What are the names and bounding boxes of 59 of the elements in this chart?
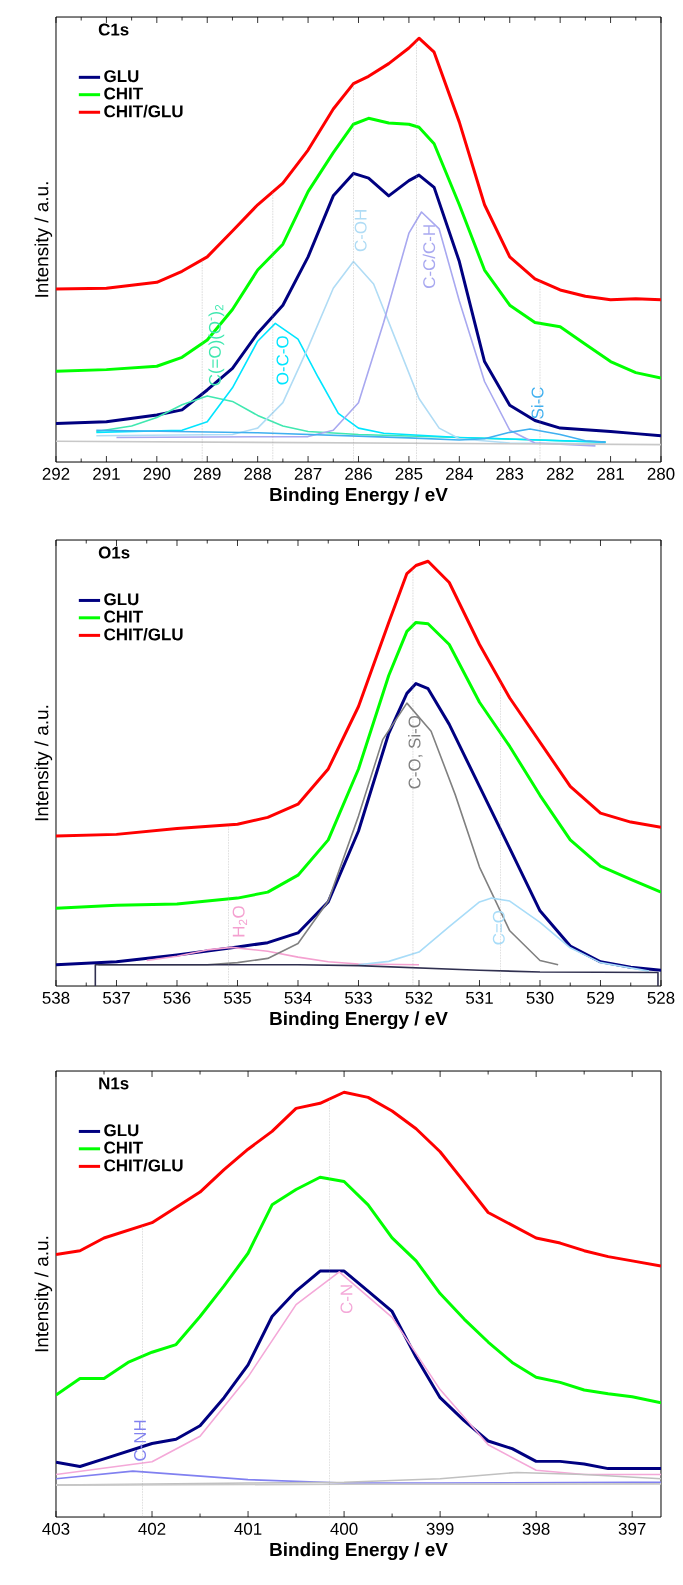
legend-label: GLU — [104, 70, 139, 83]
text: H$_{2}$O — [232, 906, 248, 937]
x-tick-label: 531 — [466, 991, 493, 1004]
x-tick-label: 534 — [284, 991, 312, 1004]
y-axis-title: Intensity / a.u. — [34, 1236, 53, 1352]
legend-label: GLU — [104, 593, 139, 606]
x-tick-label: 288 — [244, 467, 272, 480]
x-tick-label: 286 — [345, 467, 372, 480]
chart-title: N1s — [99, 1077, 129, 1090]
legend-label: CHIT/GLU — [104, 104, 183, 118]
legend-label: CHIT — [104, 610, 143, 623]
x-tick-label: 400 — [330, 1522, 358, 1535]
x-tick-label: 291 — [93, 467, 120, 480]
x-tick-label: 401 — [234, 1522, 262, 1535]
x-tick-label: 285 — [395, 467, 423, 480]
legend-label: GLU — [104, 1124, 139, 1137]
text: C-O, Si-O — [408, 715, 423, 789]
legend-label: CHIT — [104, 1141, 143, 1154]
x-tick-label: 535 — [224, 991, 251, 1004]
x-tick-label: 399 — [426, 1522, 454, 1535]
x-tick-label: 538 — [42, 991, 70, 1004]
x-tick-label: 283 — [496, 467, 524, 480]
x-tick-label: 281 — [597, 467, 624, 480]
x-tick-label: 397 — [618, 1522, 646, 1535]
x-tick-label: 292 — [42, 467, 70, 480]
x-tick-label: 529 — [587, 991, 614, 1004]
x-tick-label: 290 — [143, 467, 171, 480]
x-tick-label: 289 — [193, 467, 221, 480]
text: C=O — [492, 910, 505, 945]
chart-title: O1s — [98, 546, 130, 559]
legend-label: CHIT/GLU — [104, 1158, 183, 1172]
x-axis-title: Binding Energy / eV — [270, 1542, 448, 1561]
x-tick-label: 398 — [522, 1522, 550, 1535]
y-axis-title: Intensity / a.u. — [34, 182, 53, 297]
y-axis-title: Intensity / a.u. — [34, 705, 53, 821]
legend-label: CHIT/GLU — [104, 627, 183, 641]
x-tick-label: 530 — [526, 991, 554, 1004]
x-tick-label: 536 — [163, 991, 191, 1004]
chart-title: C1s — [98, 23, 129, 36]
x-tick-label: 282 — [546, 467, 574, 480]
legend-label: CHIT — [104, 87, 143, 100]
x-tick-label: 280 — [647, 467, 675, 480]
x-tick-label: 287 — [294, 467, 322, 480]
x-tick-label: 403 — [42, 1522, 70, 1535]
text: Si-C — [531, 387, 544, 419]
x-tick-label: 284 — [446, 467, 473, 480]
x-axis-title: Binding Energy / eV — [270, 1011, 448, 1030]
x-tick-label: 537 — [103, 991, 130, 1004]
text: C(=O)(O$^{-}$)$_{2}$ — [208, 304, 225, 386]
x-tick-label: 402 — [138, 1522, 166, 1535]
text: O-C-O — [276, 336, 289, 385]
x-tick-label: 532 — [405, 991, 433, 1004]
x-axis-title: Binding Energy / eV — [270, 487, 448, 506]
x-tick-label: 528 — [647, 991, 675, 1004]
text: C-NH — [134, 1420, 147, 1461]
text: C-C/C-H — [422, 225, 436, 288]
text: C-N — [340, 1285, 353, 1314]
x-tick-label: 533 — [345, 991, 372, 1004]
text: C-OH — [354, 210, 367, 252]
